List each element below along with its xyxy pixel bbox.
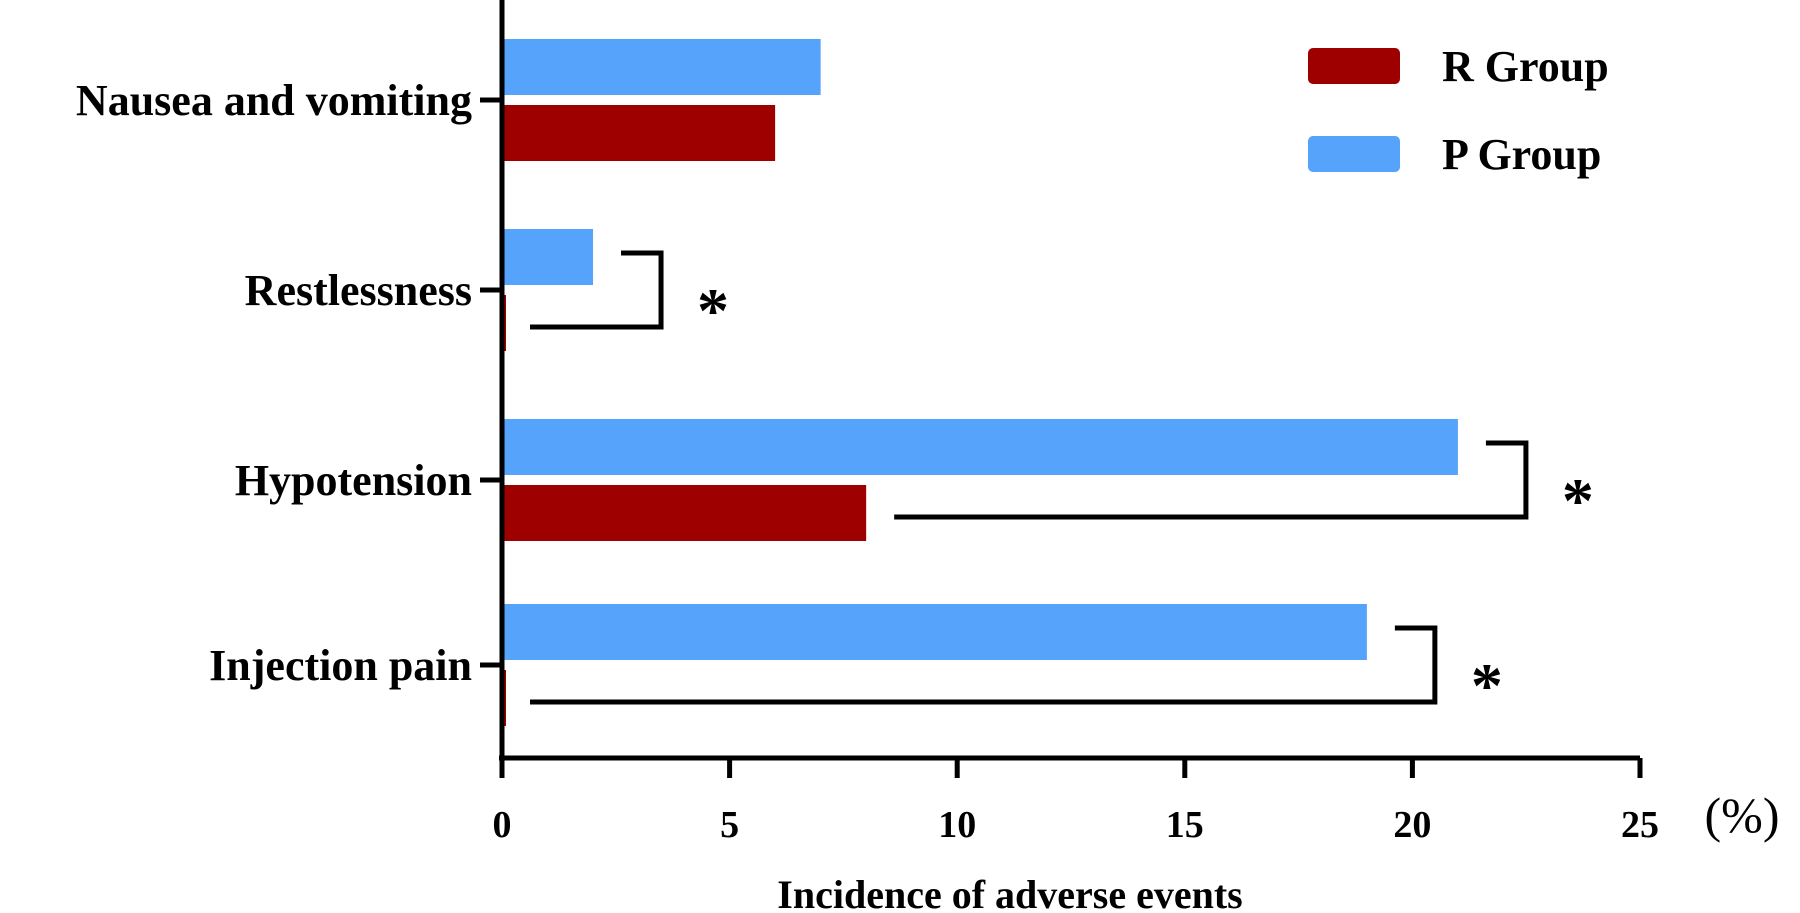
significance-star-restlessness: * [697, 275, 729, 346]
bar-p-group-injection-pain [502, 604, 1367, 660]
significance-star-injection-pain: * [1471, 650, 1503, 721]
category-label-injection-pain: Injection pain [209, 641, 472, 690]
x-tick-label-10: 10 [938, 804, 976, 846]
bar-p-group-nausea-and-vomiting [502, 39, 821, 95]
x-tick-label-20: 20 [1393, 804, 1431, 846]
axes-layer [499, 0, 1640, 761]
x-tick-label-0: 0 [493, 804, 512, 846]
category-labels: Nausea and vomiting Restlessness Hypotensi… [76, 76, 472, 690]
significance-bracket-restlessness [530, 250, 664, 330]
x-tick-label-15: 15 [1166, 804, 1204, 846]
significance-bracket-injection-pain [530, 625, 1438, 705]
bar-r-group-nausea-and-vomiting [502, 105, 776, 161]
bars-layer [502, 39, 1458, 726]
category-label-hypotension: Hypotension [235, 456, 472, 505]
x-tick-label-25: 25 [1621, 804, 1659, 846]
x-tick-label-5: 5 [720, 804, 739, 846]
bar-p-group-restlessness [502, 229, 594, 285]
legend-label-r-group: R Group [1442, 42, 1609, 91]
legend-swatch-r-group [1308, 48, 1400, 84]
significance-bracket-hypotension [894, 440, 1529, 520]
category-label-restlessness: Restlessness [245, 266, 472, 315]
ticks-layer: 0 5 10 15 20 25 [480, 97, 1659, 846]
category-label-nausea-and-vomiting: Nausea and vomiting [76, 76, 472, 125]
legend-swatch-p-group [1308, 136, 1400, 172]
legend-label-p-group: P Group [1442, 130, 1601, 179]
significance-star-hypotension: * [1562, 465, 1594, 536]
significance-layer: * * * [530, 250, 1594, 721]
bar-r-group-hypotension [502, 485, 867, 541]
legend: R Group P Group [1308, 42, 1609, 179]
x-axis-unit: (%) [1705, 787, 1780, 843]
bar-p-group-hypotension [502, 419, 1458, 475]
x-axis-title: Incidence of adverse events [777, 872, 1242, 913]
